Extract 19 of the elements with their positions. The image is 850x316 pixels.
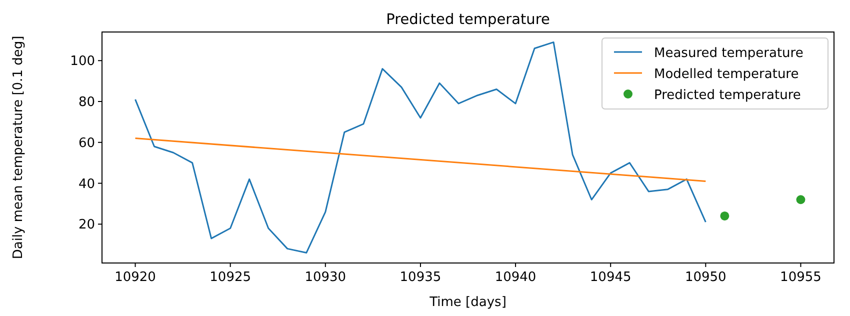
y-tick-label: 80 bbox=[78, 95, 95, 110]
x-tick-label: 10945 bbox=[590, 270, 632, 285]
x-tick-label: 10920 bbox=[114, 270, 156, 285]
x-tick-label: 10925 bbox=[210, 270, 252, 285]
legend-label: Predicted temperature bbox=[654, 88, 801, 103]
legend-label: Modelled temperature bbox=[654, 67, 799, 82]
legend-label: Measured temperature bbox=[654, 46, 804, 61]
y-axis-title: Daily mean temperature [0.1 deg] bbox=[11, 36, 26, 260]
x-tick-label: 10935 bbox=[400, 270, 442, 285]
y-tick-label: 100 bbox=[70, 54, 95, 70]
y-tick-label: 60 bbox=[78, 136, 95, 151]
y-tick-label: 20 bbox=[78, 218, 95, 233]
x-tick-label: 10930 bbox=[304, 270, 346, 285]
y-tick-label: 40 bbox=[78, 176, 95, 192]
x-tick-label: 10940 bbox=[494, 270, 536, 285]
chart-title: Predicted temperature bbox=[386, 12, 550, 28]
x-tick-label: 10955 bbox=[780, 270, 822, 285]
x-axis-title: Time [days] bbox=[428, 295, 506, 310]
x-tick-label: 10950 bbox=[684, 270, 726, 285]
